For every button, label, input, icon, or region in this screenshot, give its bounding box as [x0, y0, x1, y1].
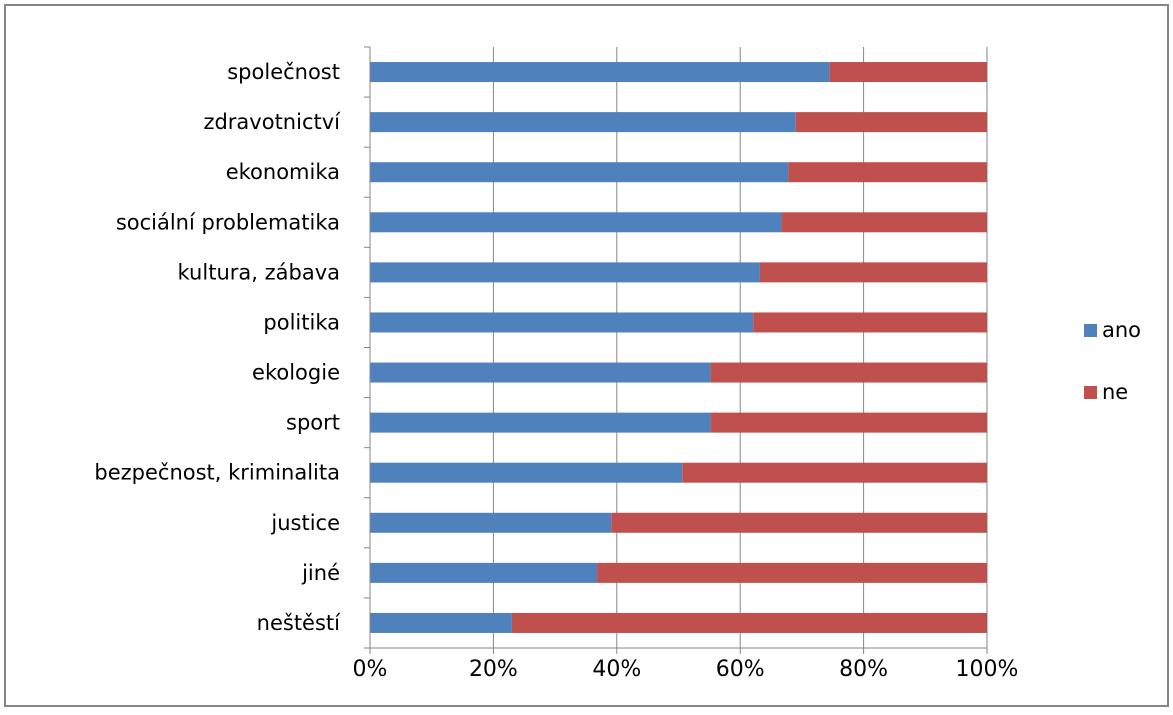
bars [370, 62, 987, 633]
bar-ne [753, 312, 987, 333]
x-tick-label: 20% [469, 657, 518, 682]
category-label: politika [263, 310, 340, 334]
chart-border [4, 4, 1169, 707]
bar-ano [370, 412, 711, 433]
legend-label-ano: ano [1102, 318, 1141, 342]
category-label: ekologie [252, 361, 340, 385]
x-tick-labels: 0% 20% 40% 60% 80% 100% [353, 657, 1019, 682]
bar-ano [370, 62, 830, 83]
bar-ano [370, 612, 512, 633]
bar-ano [370, 562, 598, 583]
bar-ne [781, 212, 987, 233]
category-label: neštěstí [257, 611, 341, 635]
x-tick-label: 60% [716, 657, 765, 682]
category-label: sport [286, 411, 340, 435]
category-label: ekonomika [226, 160, 340, 184]
legend-swatch-ano [1084, 324, 1097, 337]
axes [364, 46, 988, 654]
gridlines [492, 47, 988, 648]
bar-ne [710, 362, 987, 383]
category-labels: společnost zdravotnictví ekonomika sociální… [94, 60, 341, 635]
x-tick-label: 80% [839, 657, 888, 682]
bar-ano [370, 362, 711, 383]
bar-ano [370, 312, 754, 333]
bar-ne [759, 262, 987, 283]
category-label: bezpečnost, kriminalita [94, 461, 340, 485]
bar-ne [795, 112, 987, 133]
bar-ano [370, 462, 683, 483]
bar-ne [611, 512, 987, 533]
bar-ano [370, 112, 796, 133]
bar-ano [370, 162, 789, 183]
legend: ano ne [1084, 318, 1141, 404]
category-label: zdravotnictví [203, 110, 341, 134]
x-tick-label: 0% [353, 657, 388, 682]
bar-ne [597, 562, 987, 583]
category-label: společnost [227, 60, 340, 84]
bar-ano [370, 262, 760, 283]
bar-ne [829, 62, 987, 83]
category-label: justice [270, 511, 340, 535]
bar-ano [370, 212, 782, 233]
x-tick-label: 40% [592, 657, 641, 682]
x-tick-label: 100% [956, 657, 1019, 682]
category-label: kultura, zábava [178, 260, 340, 284]
legend-label-ne: ne [1102, 380, 1128, 404]
category-label: jiné [301, 561, 340, 585]
bar-ne [710, 412, 987, 433]
bar-ne [511, 612, 987, 633]
category-label: sociální problematika [116, 210, 340, 234]
legend-swatch-ne [1084, 386, 1097, 399]
bar-ne [682, 462, 987, 483]
bar-ano [370, 512, 612, 533]
bar-ne [788, 162, 987, 183]
